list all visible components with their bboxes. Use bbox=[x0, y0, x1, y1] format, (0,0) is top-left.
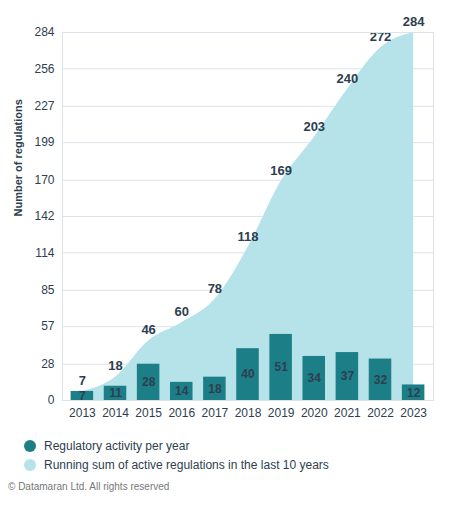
svg-text:60: 60 bbox=[175, 304, 189, 319]
svg-text:28: 28 bbox=[142, 375, 156, 389]
svg-text:272: 272 bbox=[370, 29, 392, 44]
svg-text:2018: 2018 bbox=[235, 406, 262, 420]
svg-text:199: 199 bbox=[34, 135, 54, 149]
svg-text:2014: 2014 bbox=[102, 406, 129, 420]
svg-text:40: 40 bbox=[241, 367, 255, 381]
svg-text:227: 227 bbox=[34, 99, 54, 113]
svg-text:85: 85 bbox=[41, 283, 55, 297]
svg-text:37: 37 bbox=[341, 369, 355, 383]
svg-text:2020: 2020 bbox=[301, 406, 328, 420]
svg-text:114: 114 bbox=[35, 246, 54, 260]
html-text:Running sum of active regulati: Running sum of active regulations in the… bbox=[44, 458, 329, 472]
svg-text:2013: 2013 bbox=[69, 406, 96, 420]
svg-text:170: 170 bbox=[34, 173, 54, 187]
svg-text:0: 0 bbox=[48, 393, 55, 407]
svg-text:2016: 2016 bbox=[168, 406, 195, 420]
svg-text:78: 78 bbox=[208, 281, 222, 296]
svg-text:2019: 2019 bbox=[268, 406, 295, 420]
svg-text:118: 118 bbox=[238, 229, 259, 244]
svg-text:2022: 2022 bbox=[367, 406, 394, 420]
svg-text:2015: 2015 bbox=[135, 406, 162, 420]
svg-text:12: 12 bbox=[407, 386, 421, 400]
svg-text:256: 256 bbox=[34, 62, 54, 76]
svg-text:2021: 2021 bbox=[334, 406, 361, 420]
svg-text:284: 284 bbox=[34, 25, 54, 39]
svg-text:46: 46 bbox=[141, 322, 155, 337]
svg-text:57: 57 bbox=[41, 319, 55, 333]
svg-text:203: 203 bbox=[303, 119, 325, 134]
svg-text:14: 14 bbox=[175, 384, 189, 398]
svg-text:51: 51 bbox=[274, 360, 288, 374]
svg-text:28: 28 bbox=[41, 357, 55, 371]
svg-text:18: 18 bbox=[208, 382, 222, 396]
svg-text:32: 32 bbox=[374, 373, 388, 387]
html-text:© Datamaran Ltd. All rights re: © Datamaran Ltd. All rights reserved bbox=[8, 481, 170, 492]
svg-text:11: 11 bbox=[109, 386, 122, 400]
svg-text:142: 142 bbox=[34, 209, 54, 223]
svg-text:7: 7 bbox=[79, 388, 86, 403]
svg-text:18: 18 bbox=[108, 358, 122, 373]
svg-text:2017: 2017 bbox=[202, 406, 229, 420]
html-text:Regulatory activity per year: Regulatory activity per year bbox=[44, 439, 190, 453]
svg-text:7: 7 bbox=[79, 373, 86, 388]
svg-text:240: 240 bbox=[337, 71, 359, 86]
svg-text:2023: 2023 bbox=[400, 406, 427, 420]
svg-text:169: 169 bbox=[270, 163, 292, 178]
svg-text:34: 34 bbox=[308, 371, 322, 385]
svg-text:284: 284 bbox=[403, 14, 425, 29]
svg-text:Number of regulations: Number of regulations bbox=[12, 99, 24, 216]
